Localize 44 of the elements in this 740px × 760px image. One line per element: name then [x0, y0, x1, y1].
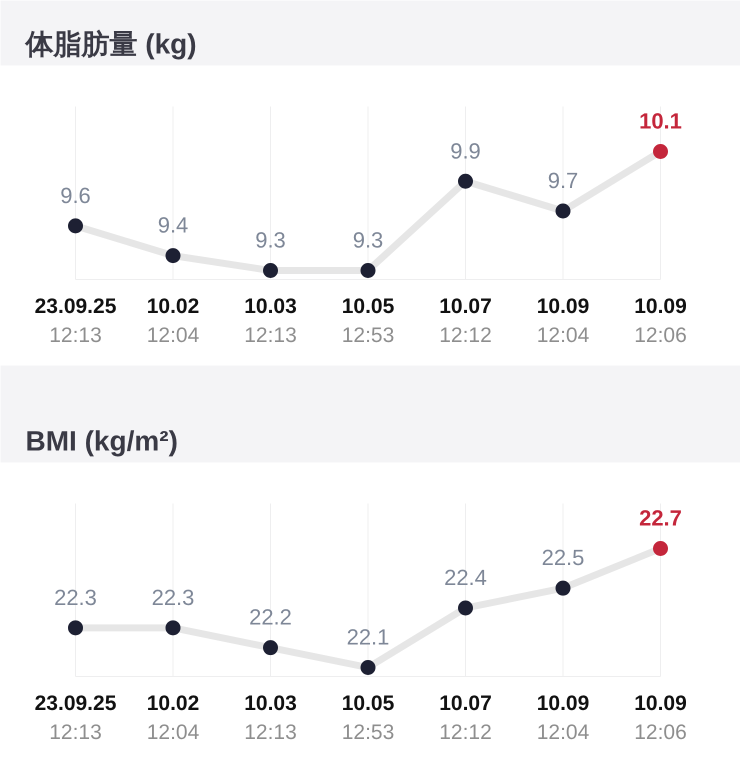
x-tick-label: 10.09 12:04: [536, 295, 590, 347]
data-label: 9.7: [548, 168, 578, 193]
point: [263, 263, 278, 278]
point: [166, 620, 180, 636]
data-label: 9.3: [255, 228, 286, 252]
data-label: 22.4: [444, 565, 487, 590]
chart-title: 体脂肪量 (kg): [24, 28, 197, 60]
point: [68, 218, 83, 234]
x-tick-label: 10.09 12:06: [634, 692, 687, 744]
point: [653, 144, 668, 159]
x-tick-label: 10.09 12:06: [634, 295, 687, 347]
data-label: 22.2: [249, 604, 292, 630]
point: [360, 263, 376, 278]
point: [653, 541, 668, 556]
x-tick-label: 10.03 12:13: [244, 692, 297, 744]
x-tick-label: 23.09.25 12:13: [34, 295, 117, 347]
point: [166, 248, 180, 264]
data-label: 22.7: [639, 506, 682, 530]
point: [263, 640, 278, 656]
point: [458, 600, 473, 616]
point: [68, 620, 83, 636]
point: [458, 174, 473, 189]
data-label: 22.1: [346, 624, 390, 650]
data-label: 9.6: [60, 182, 91, 208]
x-tick-label: 10.07 12:12: [439, 692, 492, 744]
point: [556, 580, 570, 596]
x-tick-label: 10.05 12:53: [342, 692, 395, 744]
x-tick-label: 10.02 12:04: [146, 692, 200, 744]
x-tick-label: 23.09.25 12:13: [34, 692, 117, 744]
x-tick-label: 10.03 12:13: [244, 295, 297, 347]
x-tick-label: 10.05 12:53: [342, 295, 395, 347]
data-label: 9.3: [352, 228, 384, 252]
x-tick-label: 10.02 12:04: [146, 295, 200, 347]
data-label: 9.4: [158, 212, 188, 238]
data-label: 22.3: [54, 584, 97, 610]
x-tick-label: 10.07 12:12: [439, 295, 492, 347]
chart-title: BMI (kg/m²): [26, 426, 178, 456]
data-label: 22.3: [152, 584, 194, 610]
data-label: 10.1: [639, 108, 682, 134]
data-label: 22.5: [542, 545, 584, 570]
x-tick-label: 10.09 12:04: [536, 692, 590, 744]
point: [556, 204, 570, 218]
point: [360, 660, 376, 675]
data-label: 9.9: [450, 138, 481, 164]
